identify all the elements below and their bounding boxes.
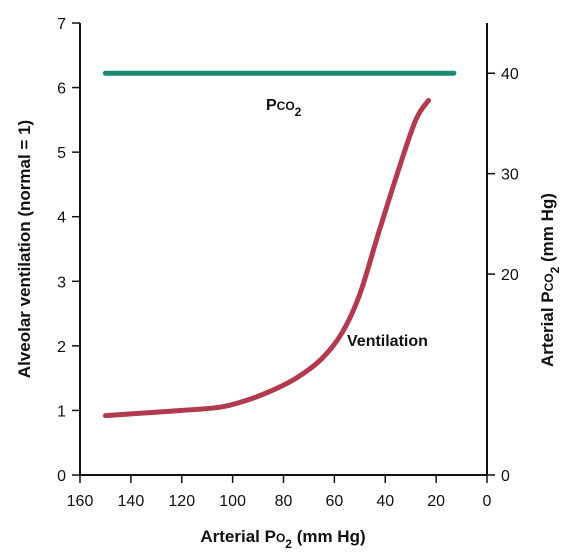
y-right-tick-label: 0	[501, 468, 510, 485]
y-left-tick-label: 6	[57, 81, 66, 98]
y-left-tick-label: 0	[57, 468, 66, 485]
ventilation-line	[102, 98, 431, 419]
x-tick-label: 120	[168, 493, 195, 510]
y-right-tick-label: 40	[501, 66, 519, 83]
x-ticks: 160 140 120 100 80 60 40 20 0	[67, 475, 492, 510]
y-left-tick-label: 1	[57, 403, 66, 420]
x-tick-label: 60	[325, 493, 343, 510]
y-left-tick-label: 7	[57, 16, 66, 33]
y-axis-left-title: Alveolar ventilation (normal = 1)	[15, 120, 34, 378]
y-left-tick-label: 3	[57, 274, 66, 291]
x-tick-label: 100	[219, 493, 246, 510]
x-tick-label: 140	[118, 493, 145, 510]
x-tick-label: 160	[67, 493, 94, 510]
series-layer	[102, 70, 457, 419]
y-right-tick-label: 20	[501, 267, 519, 284]
y-left-tick-label: 4	[57, 210, 66, 227]
x-tick-label: 20	[427, 493, 445, 510]
y-left-ticks: 0 1 2 3 4 5 6 7	[57, 16, 80, 485]
pco2-series-label: PCO2	[266, 97, 302, 119]
ventilation-series-label: Ventilation	[347, 333, 428, 350]
x-tick-label: 0	[483, 493, 492, 510]
y-axis-right-title: Arterial PCO2 (mm Hg)	[538, 193, 562, 367]
x-axis-title: Arterial PO2 (mm Hg)	[200, 527, 365, 551]
y-right-tick-label: 30	[501, 167, 519, 184]
y-left-tick-label: 2	[57, 339, 66, 356]
y-right-ticks: 0 20 30 40	[487, 66, 519, 485]
x-tick-label: 40	[376, 493, 394, 510]
y-left-tick-label: 5	[57, 145, 66, 162]
x-tick-label: 80	[275, 493, 293, 510]
